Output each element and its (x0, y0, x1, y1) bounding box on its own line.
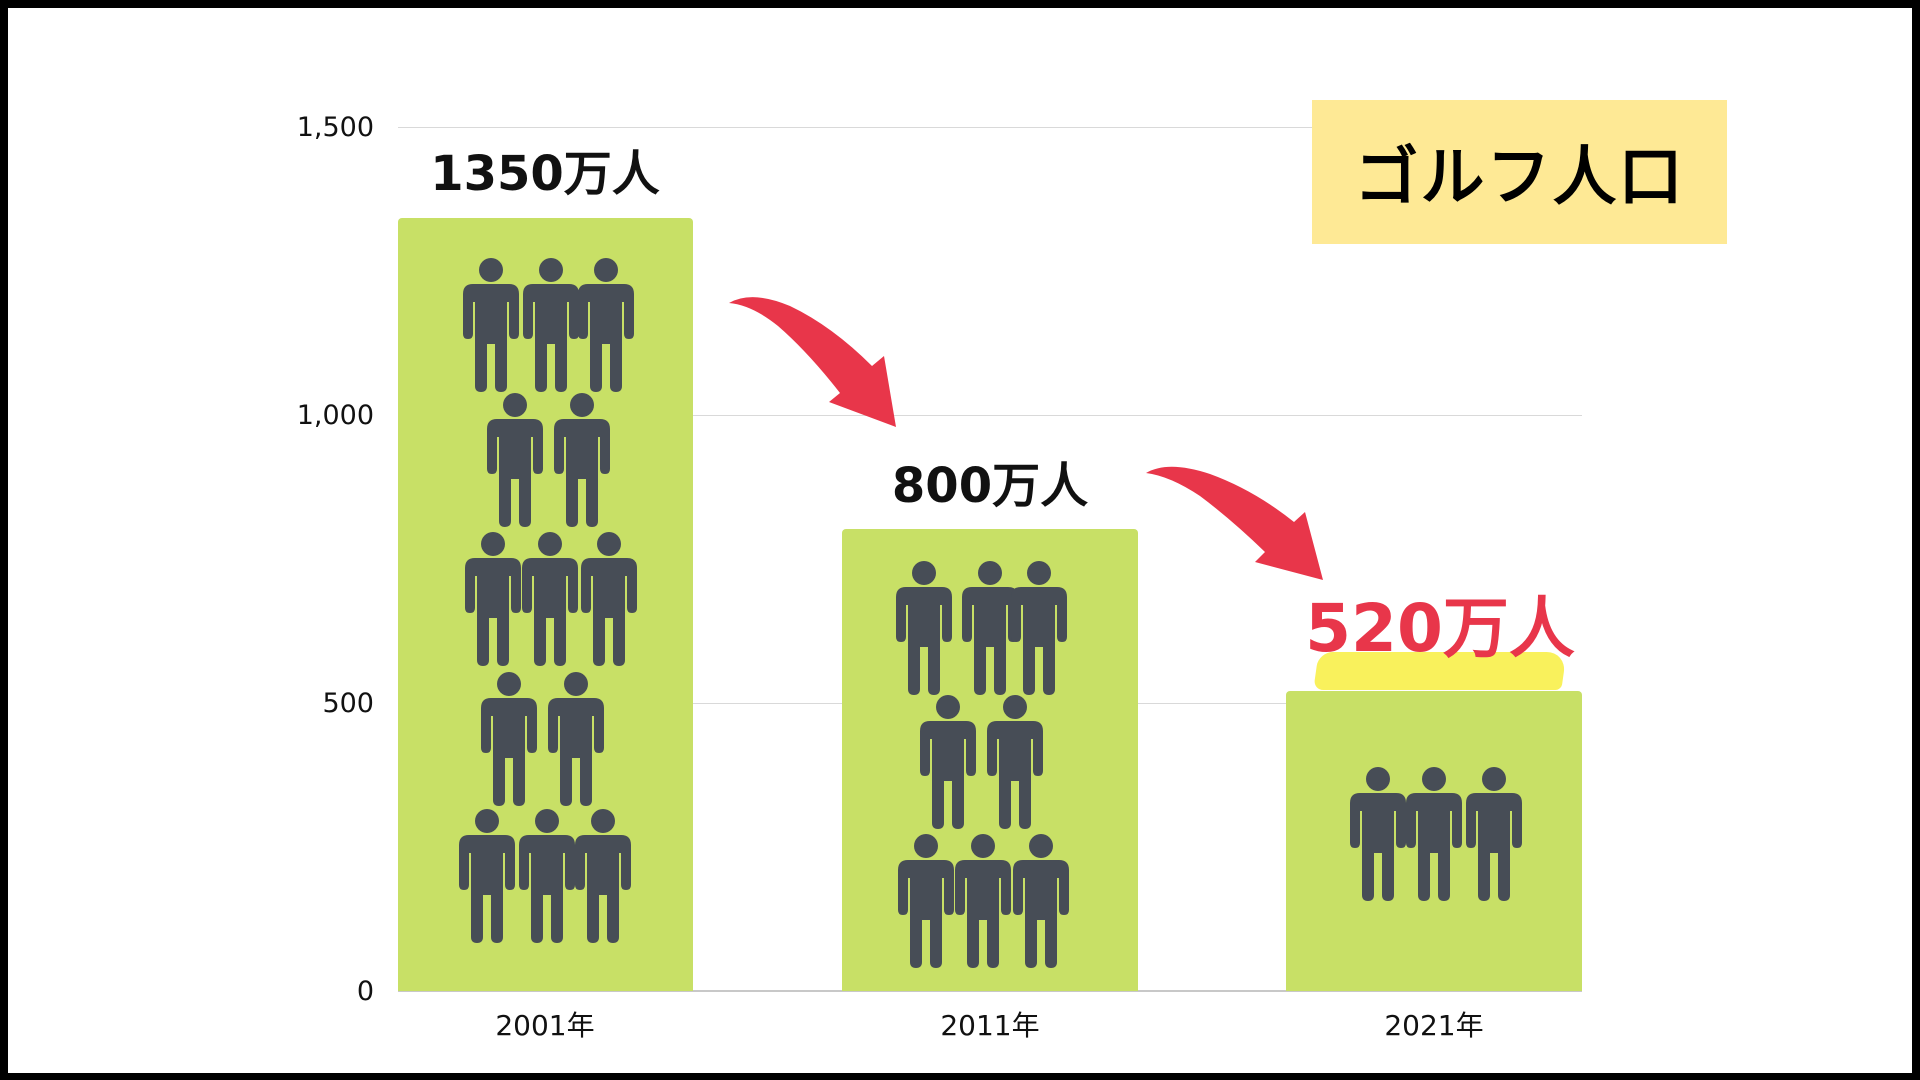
x-tick-2021: 2021年 (1384, 1009, 1484, 1042)
x-tick-2001: 2001年 (495, 1009, 595, 1042)
chart-title-box: ゴルフ人口 (1312, 100, 1727, 244)
y-tick-1500: 1,500 (296, 112, 374, 143)
y-tick-0: 0 (356, 976, 374, 1007)
down-arrow-icon (1146, 466, 1323, 580)
gridline-1000 (398, 415, 1582, 416)
value-label-2011: 800万人 (891, 458, 1089, 514)
chart-title: ゴルフ人口 (1354, 141, 1685, 215)
x-tick-2011: 2011年 (940, 1009, 1040, 1042)
value-label-2001: 1350万人 (430, 146, 660, 202)
value-label-2021: 520万人 (1305, 590, 1575, 667)
y-tick-1000: 1,000 (296, 400, 374, 431)
gridline-1500 (398, 127, 1582, 128)
x-axis-baseline (398, 990, 1582, 992)
down-arrow-icon (729, 297, 896, 427)
y-tick-500: 500 (322, 688, 374, 719)
